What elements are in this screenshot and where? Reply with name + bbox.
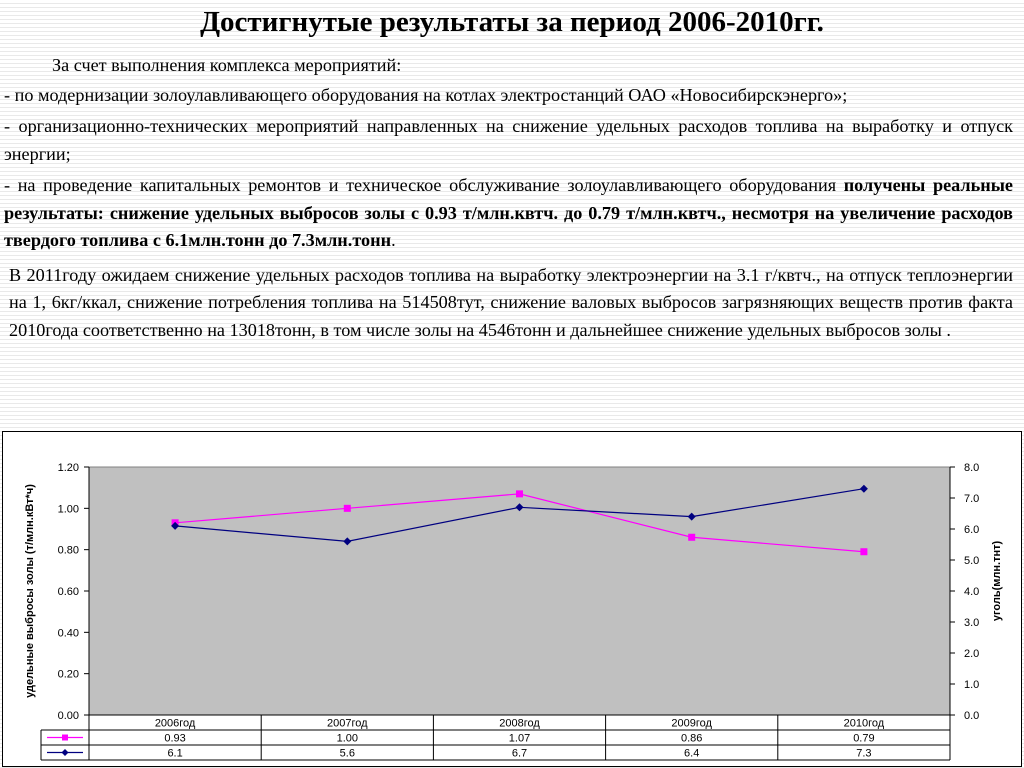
- emissions-coal-chart: 0.00 0.20 0.40 0.60 0.80 1.00 1.20 0.0 1.0 2.0 3.0…: [24, 462, 1003, 761]
- y2-tick-label: 0.0: [964, 710, 979, 722]
- y-tick-label: 0.40: [58, 627, 79, 639]
- y2-tick-label: 8.0: [964, 462, 979, 474]
- series-2-point: [515, 503, 524, 512]
- chart-container: 0.00 0.20 0.40 0.60 0.80 1.00 1.20 0.0 1.0 2.0 3.0…: [2, 431, 1022, 767]
- bullet-repairs-results: получены реальные результаты: снижение у…: [4, 175, 1013, 250]
- y-tick-label: 1.20: [58, 462, 79, 474]
- y2-tick-label: 2.0: [964, 648, 979, 660]
- bullet-repairs-lead: - на проведение капитальных ремонтов и т…: [4, 175, 844, 195]
- table-value: 0.86: [681, 733, 702, 745]
- series-2-point: [687, 512, 696, 521]
- y-axis-label: удельные выбросы золы (т/млн.кВт*ч): [24, 484, 36, 698]
- table-value: 6.1: [167, 748, 182, 760]
- bullet-modernization: - по модернизации золоулавливающего обор…: [4, 84, 848, 105]
- page-title: Достигнутые результаты за период 2006-20…: [200, 6, 824, 38]
- bullet-repairs: - на проведение капитальных ремонтов и т…: [4, 172, 1013, 255]
- table-value: 1.07: [509, 733, 530, 745]
- series-2-point: [859, 484, 868, 493]
- legend-key-marker-2: [61, 749, 69, 756]
- y2-tick-label: 4.0: [964, 586, 979, 598]
- series-1-point: [343, 504, 351, 512]
- y-tick-label: 0.00: [58, 710, 79, 722]
- forecast-2011-paragraph: В 2011году ожидаем снижение удельных рас…: [9, 264, 1013, 340]
- x-category-label: 2007год: [327, 718, 368, 730]
- bullet-repairs-end: .: [391, 230, 396, 250]
- table-value: 1.00: [337, 733, 358, 745]
- x-category-label: 2009год: [671, 718, 712, 730]
- intro-paragraph: За счет выполнения комплекса мероприятий…: [52, 55, 402, 75]
- table-value: 6.4: [684, 748, 699, 760]
- bullet-organizational: - организационно-технических мероприятий…: [4, 116, 1013, 164]
- y2-tick-label: 7.0: [964, 493, 979, 505]
- x-category-label: 2008год: [499, 718, 540, 730]
- y2-tick-label: 1.0: [964, 679, 979, 691]
- table-value: 7.3: [856, 748, 871, 760]
- table-value: 5.6: [340, 748, 355, 760]
- text-body: За счет выполнения комплекса мероприятий…: [4, 52, 1013, 344]
- y-tick-label: 1.00: [58, 503, 79, 515]
- x-category-label: 2010год: [844, 718, 885, 730]
- table-value: 0.93: [164, 733, 185, 745]
- x-category-label: 2006год: [155, 718, 196, 730]
- table-value: 0.79: [853, 733, 874, 745]
- y2-tick-label: 3.0: [964, 617, 979, 629]
- table-value: 6.7: [512, 748, 527, 760]
- series-1-point: [688, 533, 696, 541]
- y-tick-label: 0.80: [58, 545, 79, 557]
- series-1-point: [860, 548, 868, 556]
- legend-key-marker-1: [62, 734, 68, 741]
- series-2-point: [343, 537, 352, 546]
- y2-axis-label: уголь(млн.тнт): [991, 541, 1003, 622]
- y2-tick-label: 5.0: [964, 555, 979, 567]
- y-tick-label: 0.20: [58, 669, 79, 681]
- y-tick-label: 0.60: [58, 586, 79, 598]
- series-1-point: [516, 490, 523, 498]
- series-2-point: [171, 521, 180, 530]
- y2-tick-label: 6.0: [964, 524, 979, 536]
